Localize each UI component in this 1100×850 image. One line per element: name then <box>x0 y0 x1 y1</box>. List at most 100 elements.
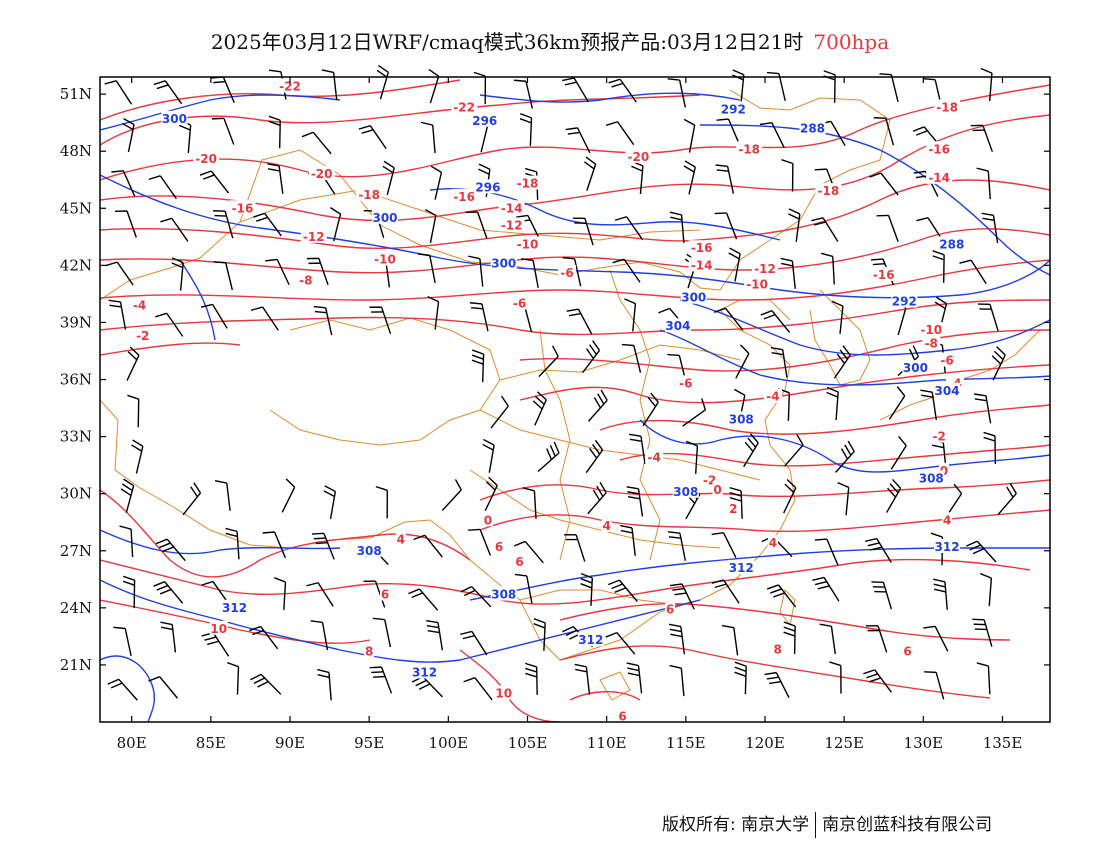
label-mask <box>229 200 256 215</box>
label-mask <box>411 664 438 679</box>
lon-tick-label: 105E <box>508 734 548 752</box>
label-mask <box>728 500 739 515</box>
wind-barb <box>608 78 637 103</box>
wind-barb <box>148 676 179 699</box>
isotherm-label: -14 <box>691 258 713 272</box>
wind-barb <box>814 538 839 566</box>
wind-barb <box>155 538 186 562</box>
lat-tick-label: 48N <box>60 142 92 160</box>
label-mask <box>494 685 513 700</box>
label-mask <box>130 297 149 312</box>
wind-barb <box>924 671 945 700</box>
wind-barb <box>965 540 997 563</box>
isotherm-label: -10 <box>374 253 396 267</box>
wind-barb <box>323 485 337 520</box>
isotherm-line <box>100 489 471 578</box>
wind-barb <box>562 256 582 287</box>
wind-barb <box>766 71 786 102</box>
isotherm-line <box>100 299 1050 336</box>
wind-barb <box>148 175 177 200</box>
wind-barb <box>265 258 290 286</box>
isotherm-label: 2 <box>729 502 737 516</box>
wind-barb <box>629 433 646 465</box>
label-mask <box>870 266 897 281</box>
wind-barb <box>253 212 282 237</box>
isotherm-label: -4 <box>133 298 146 312</box>
wind-barb <box>614 216 644 241</box>
wind-barb <box>262 531 287 559</box>
wind-barb <box>430 165 443 200</box>
height-label: 308 <box>729 412 754 426</box>
lon-tick-label: 135E <box>983 734 1023 752</box>
wind-barb <box>585 439 604 474</box>
wind-barb <box>760 310 791 333</box>
wind-barb <box>667 78 687 108</box>
wind-barb <box>783 621 796 655</box>
wind-barb <box>566 308 593 335</box>
wind-barb <box>358 125 387 150</box>
label-mask <box>364 643 375 658</box>
province-lines-6 <box>609 269 661 561</box>
isotherm-label: -20 <box>627 150 649 164</box>
label-mask <box>680 289 707 304</box>
wind-barb <box>469 302 489 332</box>
wind-barb <box>211 117 235 145</box>
wind-barb <box>608 579 638 603</box>
wind-barb <box>250 673 282 695</box>
wind-barb <box>580 572 593 606</box>
wind-barb <box>268 115 281 149</box>
label-mask <box>736 141 763 156</box>
wind-barb <box>711 579 740 604</box>
isotherm-label: 8 <box>773 643 781 657</box>
label-mask <box>934 538 961 553</box>
wind-barb <box>788 208 801 242</box>
wind-barb <box>866 625 888 653</box>
isotherm-label: -2 <box>932 430 945 444</box>
wind-barb <box>972 618 993 647</box>
isotherm-label: -8 <box>299 274 312 288</box>
wind-barb <box>685 440 699 474</box>
wind-barb <box>153 581 184 604</box>
wind-barb <box>759 122 785 149</box>
wind-barb <box>682 398 707 427</box>
label-mask <box>938 462 949 477</box>
label-mask <box>672 483 699 498</box>
wind-barb <box>428 68 440 104</box>
wind-barb <box>683 118 696 153</box>
lat-tick-label: 24N <box>60 599 92 617</box>
isotherm-label: -18 <box>738 142 760 156</box>
isotherm-label: -16 <box>232 201 254 215</box>
wind-barb <box>621 343 642 373</box>
isotherm-label: 4 <box>602 519 610 533</box>
longitude-axis: 80E 85E 90E 95E 100E 105E 110E 115E 120E 125E 130E… <box>117 77 1023 752</box>
wind-barb <box>460 630 488 656</box>
isotherm-line <box>459 649 561 722</box>
wind-barb <box>199 170 230 194</box>
wind-barb <box>923 625 949 652</box>
lon-tick-label: 130E <box>904 734 944 752</box>
label-mask <box>728 411 755 426</box>
label-mask <box>209 620 228 635</box>
wind-barb <box>108 299 127 330</box>
label-mask <box>356 186 383 201</box>
isotherm-label: 0 <box>713 483 721 497</box>
wind-barb <box>313 305 333 336</box>
label-mask <box>815 183 842 198</box>
height-label: 300 <box>372 211 397 225</box>
label-mask <box>577 632 604 647</box>
wind-barb <box>734 661 747 695</box>
label-mask <box>451 188 478 203</box>
wind-barb <box>119 525 134 558</box>
wind-barb <box>131 439 144 474</box>
wind-barb <box>306 582 334 607</box>
wind-barb <box>213 210 234 239</box>
lat-tick-label: 30N <box>60 485 92 503</box>
isotherm-label: -20 <box>311 167 333 181</box>
wind-barb <box>715 164 735 194</box>
map-title: 2025年03月12日WRF/cmaq模式36km预报产品:03月12日21时 7… <box>0 26 1100 55</box>
wind-barb <box>976 167 991 200</box>
taiwan <box>779 589 796 627</box>
label-mask <box>193 150 220 165</box>
wind-barb <box>104 80 133 105</box>
isotherm-label: 10 <box>210 622 227 636</box>
